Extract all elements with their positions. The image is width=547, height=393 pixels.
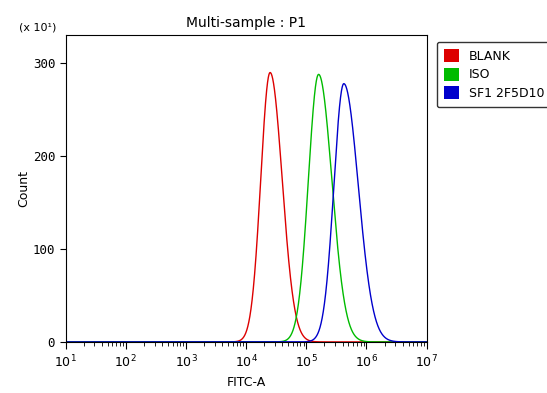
Line: BLANK: BLANK — [66, 73, 427, 342]
BLANK — [80, 340, 87, 344]
BLANK — [276, 138, 283, 143]
X-axis label: FITC-A: FITC-A — [226, 376, 266, 389]
Title: Multi-sample : P1: Multi-sample : P1 — [186, 16, 306, 30]
Y-axis label: Count: Count — [17, 170, 30, 207]
ISO — [80, 340, 87, 344]
BLANK — [423, 340, 430, 344]
ISO — [62, 340, 69, 344]
ISO — [350, 330, 356, 334]
SF1 2F5D10 — [276, 340, 283, 344]
BLANK — [267, 70, 274, 75]
ISO — [423, 340, 430, 344]
Line: SF1 2F5D10: SF1 2F5D10 — [66, 84, 427, 342]
SF1 2F5D10 — [193, 340, 200, 344]
Legend: BLANK, ISO, SF1 2F5D10: BLANK, ISO, SF1 2F5D10 — [437, 42, 547, 108]
BLANK — [62, 340, 69, 344]
SF1 2F5D10 — [350, 125, 356, 130]
ISO — [276, 340, 283, 344]
Line: ISO: ISO — [66, 74, 427, 342]
SF1 2F5D10 — [330, 193, 336, 197]
BLANK — [292, 308, 298, 313]
SF1 2F5D10 — [62, 340, 69, 344]
ISO — [193, 340, 200, 344]
SF1 2F5D10 — [423, 340, 430, 344]
Text: (x 10¹): (x 10¹) — [19, 22, 56, 32]
BLANK — [350, 340, 356, 344]
SF1 2F5D10 — [80, 340, 87, 344]
ISO — [330, 195, 336, 200]
ISO — [292, 321, 298, 325]
SF1 2F5D10 — [292, 340, 298, 344]
BLANK — [330, 340, 336, 344]
BLANK — [193, 340, 200, 344]
ISO — [315, 72, 322, 77]
SF1 2F5D10 — [341, 81, 347, 86]
